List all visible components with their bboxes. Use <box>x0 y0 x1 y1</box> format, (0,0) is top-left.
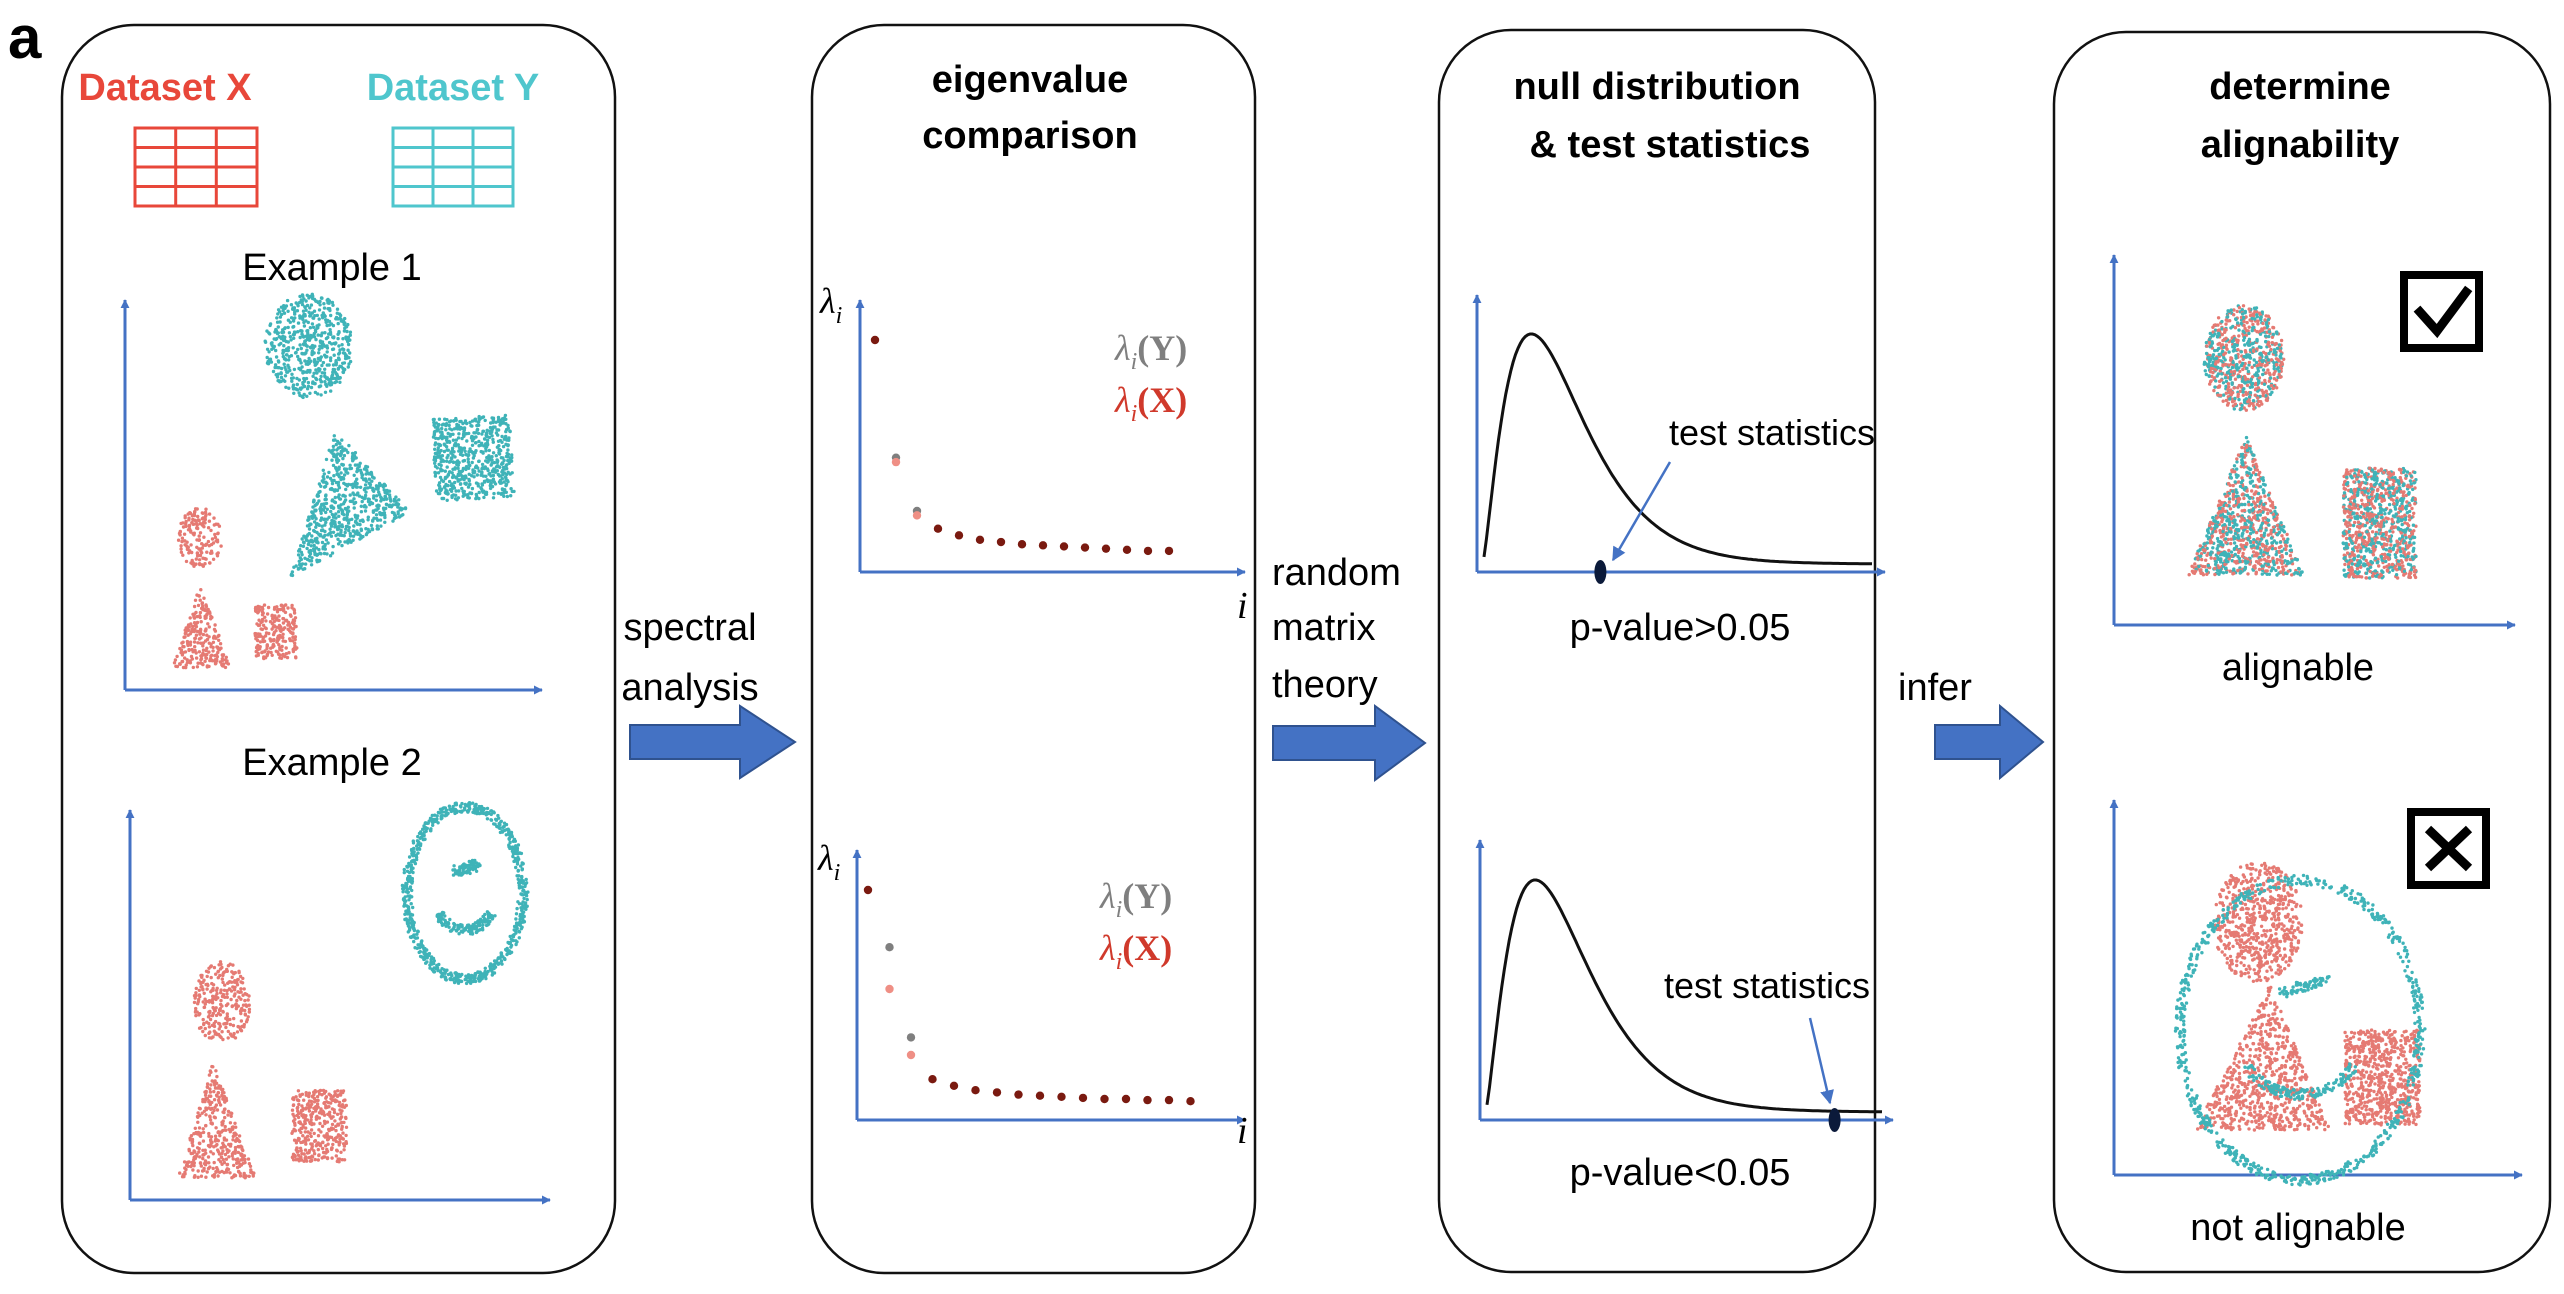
panel-title-line1: eigenvalue <box>932 59 1128 101</box>
rmt-label-line1: random <box>1272 552 1401 594</box>
not-alignable-label: not alignable <box>2190 1207 2406 1249</box>
panel-title-line1: determine <box>2209 66 2391 108</box>
example-1-label: Example 1 <box>242 247 422 289</box>
eigenvalue-point <box>1122 545 1132 554</box>
eigenvalue-point <box>928 1075 937 1084</box>
eigenvalue-point <box>1100 1094 1109 1104</box>
panel-frame <box>60 23 617 1275</box>
eigenvalue-x-point <box>885 984 894 994</box>
dataset-y-table-icon <box>391 126 515 208</box>
eig1-x-label: i <box>1237 585 1248 627</box>
eigenvalue-point <box>1101 544 1111 553</box>
eigenvalue-point <box>1059 542 1069 551</box>
eig2-y-label: λi <box>817 838 840 886</box>
eigenvalue-point <box>870 335 880 345</box>
eigenvalue-point <box>992 1088 1002 1097</box>
panel-frame <box>2052 30 2552 1274</box>
eig1-points <box>870 335 1174 556</box>
panel-eigenvalue: eigenvalue comparison λi i λi(Y) λi(X) λ… <box>810 23 1257 1275</box>
right-arrow-icon <box>629 704 797 780</box>
eigenvalue-point <box>863 885 873 895</box>
not-aligned-scatter <box>2173 861 2427 1187</box>
eigenvalue-point <box>949 1081 959 1091</box>
dataset-y-label: Dataset Y <box>367 67 540 109</box>
eig1-y-label: λi <box>819 281 842 329</box>
null1-annotation-arrow <box>1611 461 1672 562</box>
infer-label: infer <box>1898 667 1972 709</box>
example-1-scatter <box>172 292 516 670</box>
eigenvalue-point <box>1035 1091 1045 1100</box>
aligned-scatter <box>2187 304 2418 580</box>
null2-annotation: test statistics <box>1664 965 1870 1006</box>
eigenvalue-point <box>1057 1092 1066 1102</box>
panel-frame <box>1437 28 1877 1274</box>
eig2-legend-x: λi(X) <box>1099 928 1172 975</box>
example-2-label: Example 2 <box>242 742 422 784</box>
null2-annotation-arrow <box>1808 1017 1834 1105</box>
eig2-points <box>863 885 1195 1106</box>
eigenvalue-point <box>975 535 985 544</box>
panel-title-line2: alignability <box>2201 124 2399 166</box>
eigenvalue-point <box>1080 543 1090 552</box>
null1-pvalue: p-value>0.05 <box>1570 607 1791 649</box>
eigenvalue-y-point <box>906 1033 916 1042</box>
spectral-label-line2: analysis <box>621 667 758 709</box>
spectral-label-line1: spectral <box>623 607 756 649</box>
panel-title-line2: & test statistics <box>1530 124 1811 166</box>
dataset-x-table-icon <box>133 126 259 208</box>
eigenvalue-x-point <box>906 1050 916 1060</box>
infer-arrow: infer <box>1898 667 2045 781</box>
null2-pvalue: p-value<0.05 <box>1570 1152 1791 1194</box>
eigenvalue-point <box>1014 1090 1023 1099</box>
panel-null-distribution: null distribution & test statistics test… <box>1437 28 1894 1274</box>
eigenvalue-x-point <box>912 511 922 520</box>
rmt-label-line2: matrix <box>1272 607 1375 649</box>
null1-test-statistic-marker <box>1594 560 1607 584</box>
eigenvalue-point <box>1038 541 1048 550</box>
eigenvalue-point <box>1078 1093 1088 1103</box>
eigenvalue-point <box>933 524 943 533</box>
eig2-x-label: i <box>1237 1110 1248 1152</box>
alignable-label: alignable <box>2222 647 2374 689</box>
eig1-legend-y: λi(Y) <box>1114 328 1187 375</box>
right-arrow-icon <box>1272 704 1427 782</box>
eig2-legend-y: λi(Y) <box>1099 876 1172 923</box>
eigenvalue-point <box>954 531 964 540</box>
eigenvalue-point <box>1186 1097 1195 1106</box>
eigenvalue-point <box>1121 1094 1131 1104</box>
eig1-legend-x: λi(X) <box>1114 380 1187 427</box>
dataset-x-label: Dataset X <box>78 67 252 109</box>
eigenvalue-point <box>1017 540 1027 549</box>
eigenvalue-point <box>971 1086 980 1095</box>
cross-box-icon <box>2407 808 2490 889</box>
eigenvalue-y-point <box>885 943 894 952</box>
panel-frame <box>810 23 1257 1275</box>
null1-annotation: test statistics <box>1669 412 1875 453</box>
panel-alignability: determine alignability alignable not ali… <box>2052 30 2552 1274</box>
eigenvalue-point <box>1143 546 1153 556</box>
null2-density-curve <box>1485 878 1883 1114</box>
example-2-scatter <box>178 801 530 1180</box>
right-arrow-icon <box>1934 703 2045 781</box>
panel-datasets: Dataset X Dataset Y Example 1 Example 2 <box>60 23 617 1275</box>
spectral-analysis-arrow: spectral analysis <box>621 607 797 780</box>
rmt-label-line3: theory <box>1272 664 1378 706</box>
panel-label: a <box>8 4 42 71</box>
eigenvalue-point <box>1164 546 1174 556</box>
null2-test-statistic-marker <box>1828 1108 1841 1132</box>
panel-title-line1: null distribution <box>1513 66 1800 108</box>
eigenvalue-point <box>996 537 1006 547</box>
panel-title-line2: comparison <box>922 115 1137 157</box>
check-box-icon <box>2400 271 2483 352</box>
eigenvalue-x-point <box>891 457 901 467</box>
eigenvalue-point <box>1143 1095 1152 1105</box>
eigenvalue-point <box>1164 1095 1174 1105</box>
null1-density-curve <box>1482 332 1873 566</box>
random-matrix-theory-arrow: random matrix theory <box>1272 552 1427 782</box>
